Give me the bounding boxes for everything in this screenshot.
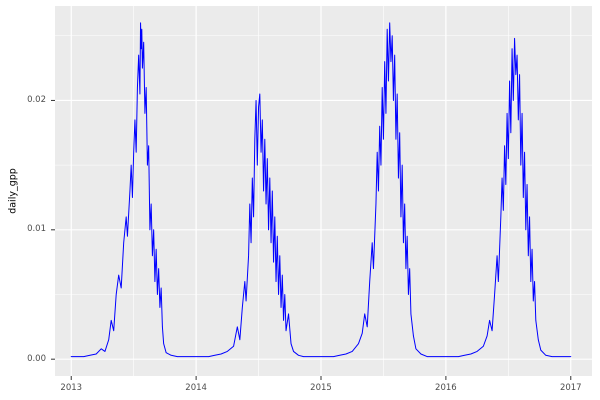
data-line-daily-gpp: [70, 22, 572, 358]
y-axis-title: daily_gpp: [7, 168, 19, 214]
y-tick-label: 0.01: [27, 224, 46, 235]
x-tick-label: 2017: [559, 383, 582, 393]
y-tick-label: 0.00: [27, 353, 46, 364]
x-tick-label: 2013: [60, 383, 83, 393]
x-tick-label: 2014: [185, 383, 207, 393]
x-tick-label: 2016: [435, 383, 457, 393]
y-tick-label: 0.02: [27, 94, 46, 105]
x-tick-label: 2015: [310, 383, 332, 393]
